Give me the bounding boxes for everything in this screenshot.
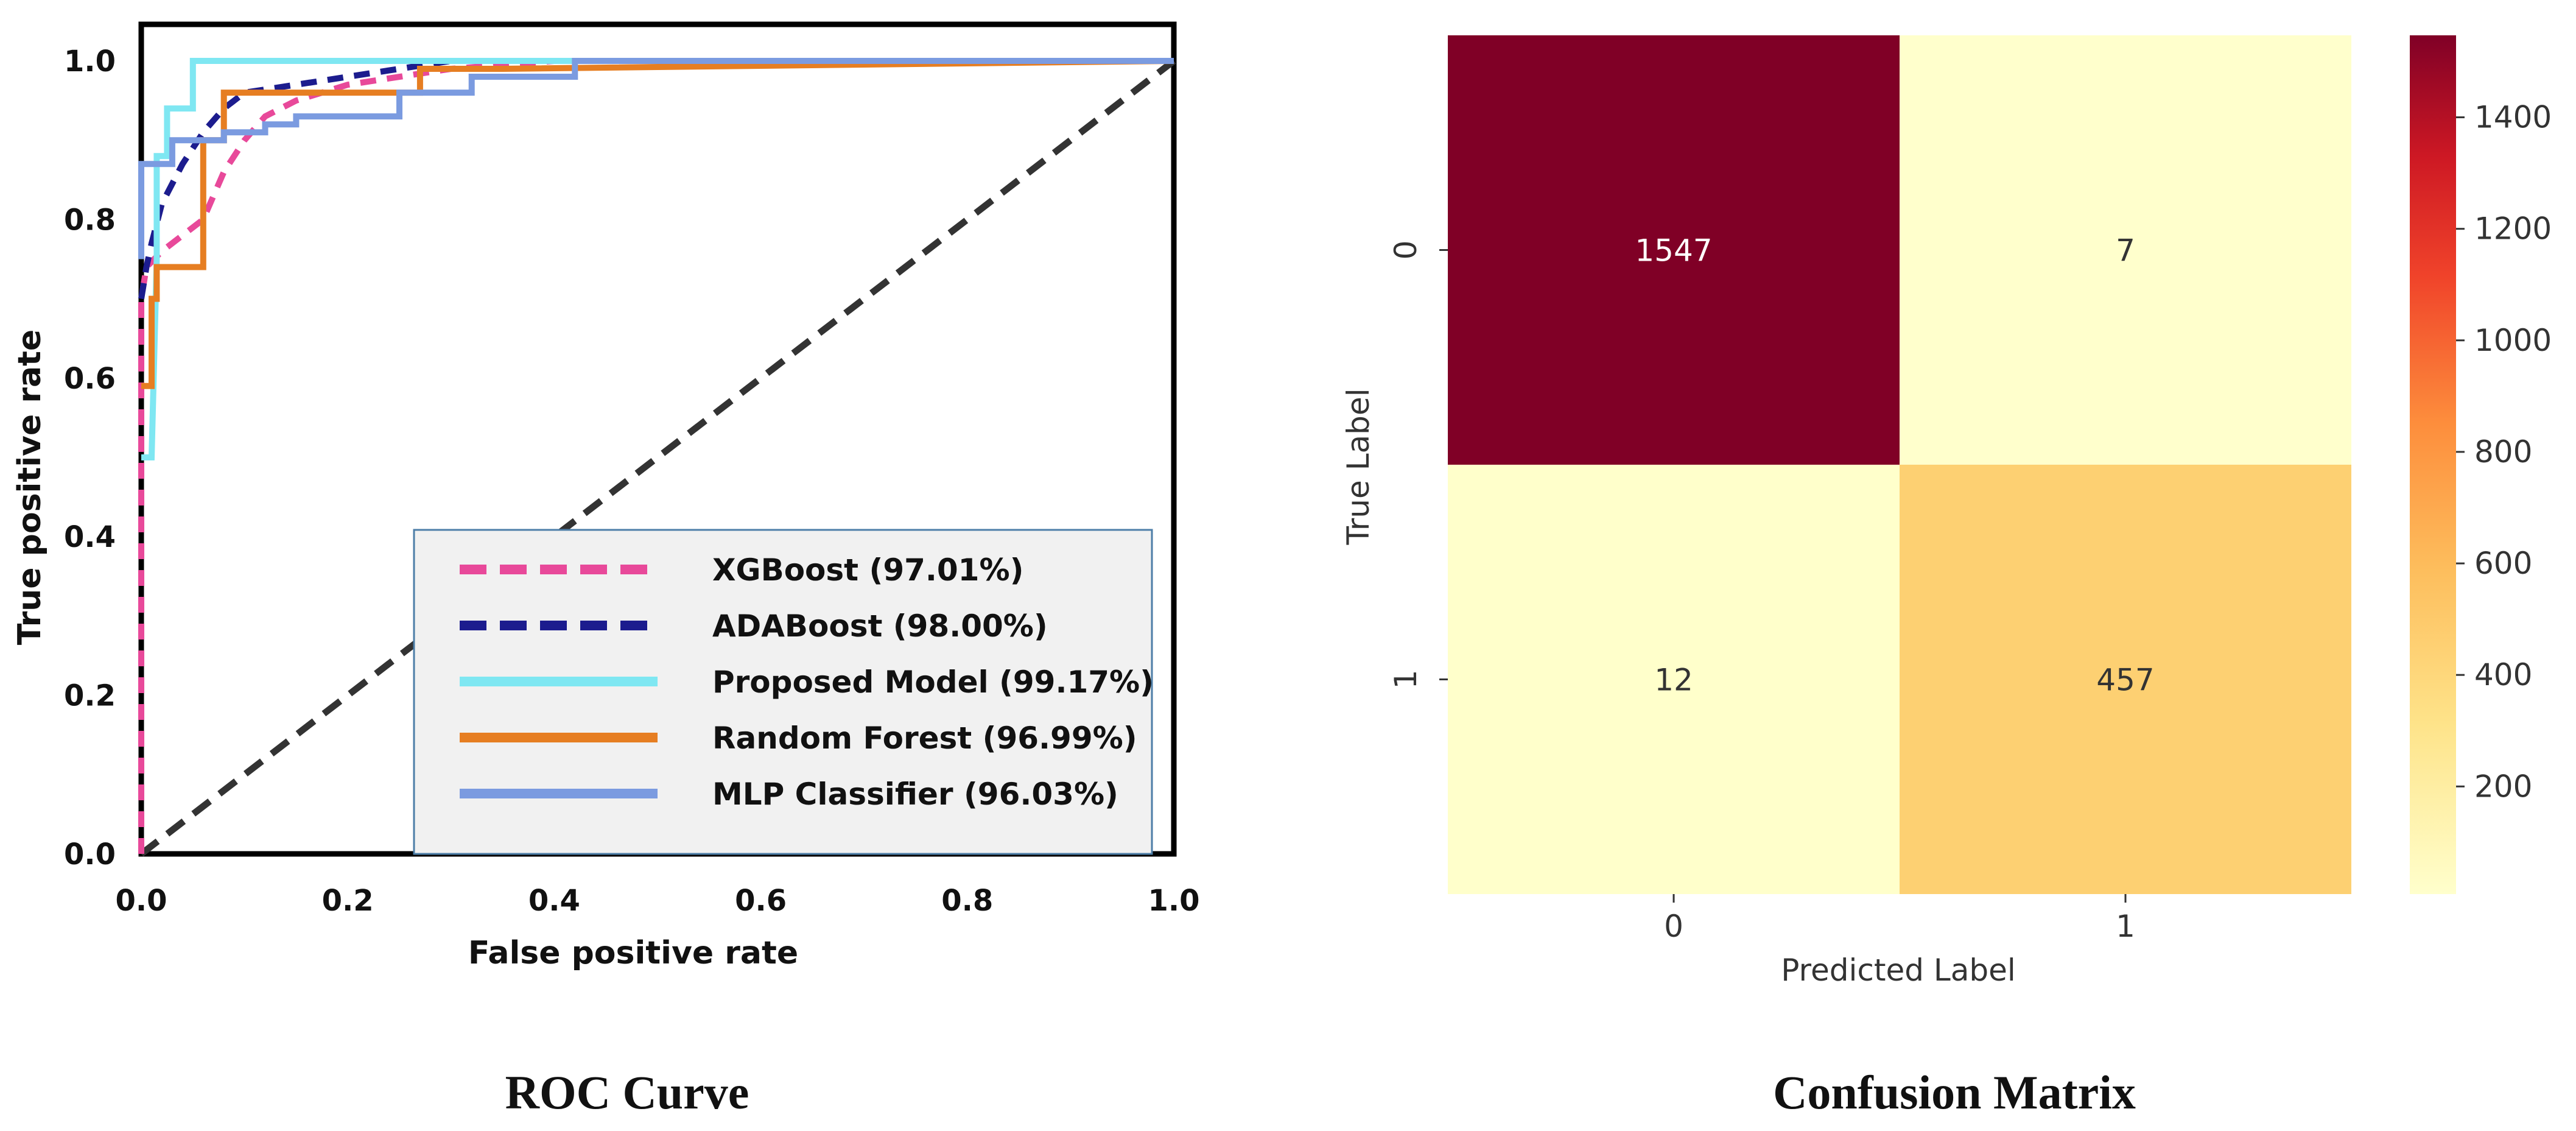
roc-y-tick-label: 0.6: [64, 362, 116, 396]
cm-y-axis-label: True Label: [1341, 389, 1376, 546]
cm-colorbar-tick-label: 400: [2474, 657, 2532, 692]
cm-x-tick-label: 1: [2116, 909, 2135, 944]
roc-x-tick-label: 1.0: [1148, 884, 1199, 918]
roc-legend-label: XGBoost (97.01%): [712, 552, 1023, 588]
roc-legend-label: Random Forest (96.99%): [712, 721, 1137, 756]
roc-x-tick-label: 0.8: [941, 884, 993, 918]
roc-x-tick-label: 0.4: [528, 884, 580, 918]
cm-colorbar-tick-label: 1000: [2474, 323, 2552, 358]
roc-legend-label: ADABoost (98.00%): [712, 608, 1048, 644]
cm-cell-value: 1547: [1635, 233, 1712, 269]
roc-y-tick-label: 0.8: [64, 203, 116, 237]
cm-colorbar-tick-label: 200: [2474, 769, 2532, 804]
cm-colorbar-tick-label: 800: [2474, 434, 2532, 470]
roc-x-tick-label: 0.2: [322, 884, 374, 918]
roc-legend-label: MLP Classifier (96.03%): [712, 777, 1118, 812]
roc-x-axis-label: False positive rate: [468, 935, 798, 971]
roc-chart: 0.0 0.2 0.4 0.6 0.8 1.0 0.0 0.2 0.4 0.6 0.8 1.0 Fa…: [12, 21, 1200, 1119]
cm-cell: [1900, 465, 2351, 894]
roc-y-axis-label: True positive rate: [12, 329, 48, 645]
cm-colorbar: [2410, 35, 2456, 894]
roc-line-adaboost: [138, 58, 1174, 300]
roc-x-ticks: 0.0 0.2 0.4 0.6 0.8 1.0: [115, 884, 1199, 918]
cm-y-tick-label: 0: [1388, 241, 1423, 260]
cm-cell: [1448, 465, 1900, 894]
cm-y-ticks: 01: [1388, 241, 1448, 689]
cm-cell: [1448, 35, 1900, 465]
cm-colorbar-tick-label: 600: [2474, 546, 2532, 581]
cm-colorbar-tick-label: 1400: [2474, 100, 2552, 135]
cm-x-tick-label: 0: [1664, 909, 1683, 944]
roc-y-tick-label: 0.2: [64, 679, 116, 713]
cm-cells: 1547 7 12 457: [1448, 35, 2351, 894]
roc-y-ticks: 0.0 0.2 0.4 0.6 0.8 1.0: [64, 44, 116, 872]
cm-cell-value: 457: [2096, 663, 2154, 698]
roc-line-chance: [139, 58, 1176, 857]
roc-y-tick-label: 1.0: [64, 44, 116, 79]
cm-x-axis-label: Predicted Label: [1781, 953, 2016, 988]
roc-caption: ROC Curve: [505, 1066, 749, 1119]
cm-cell: [1900, 35, 2351, 465]
roc-x-tick-label: 0.6: [735, 884, 787, 918]
roc-legend: XGBoost (97.01%) ADABoost (98.00%) Propose…: [413, 529, 1154, 855]
roc-y-tick-label: 0.0: [64, 837, 116, 872]
roc-legend-items: XGBoost (97.01%) ADABoost (98.00%) Propose…: [460, 552, 1154, 812]
roc-legend-label: Proposed Model (99.17%): [712, 664, 1154, 700]
roc-line-mlp: [138, 58, 1174, 259]
cm-colorbar-ticks: 200 400 600 800 1000 1200 1400: [2456, 100, 2552, 804]
cm-cell-value: 12: [1654, 663, 1693, 698]
cm-y-tick-label: 1: [1388, 670, 1423, 689]
cm-colorbar-tick-label: 1200: [2474, 211, 2552, 247]
roc-y-tick-label: 0.4: [64, 520, 116, 554]
cm-caption: Confusion Matrix: [1773, 1066, 2136, 1119]
roc-legend-box: [413, 529, 1153, 855]
roc-series-lines: [138, 58, 1176, 857]
cm-cell-value: 7: [2116, 233, 2135, 269]
roc-line-random: [141, 58, 1174, 389]
roc-x-tick-label: 0.0: [115, 884, 167, 918]
